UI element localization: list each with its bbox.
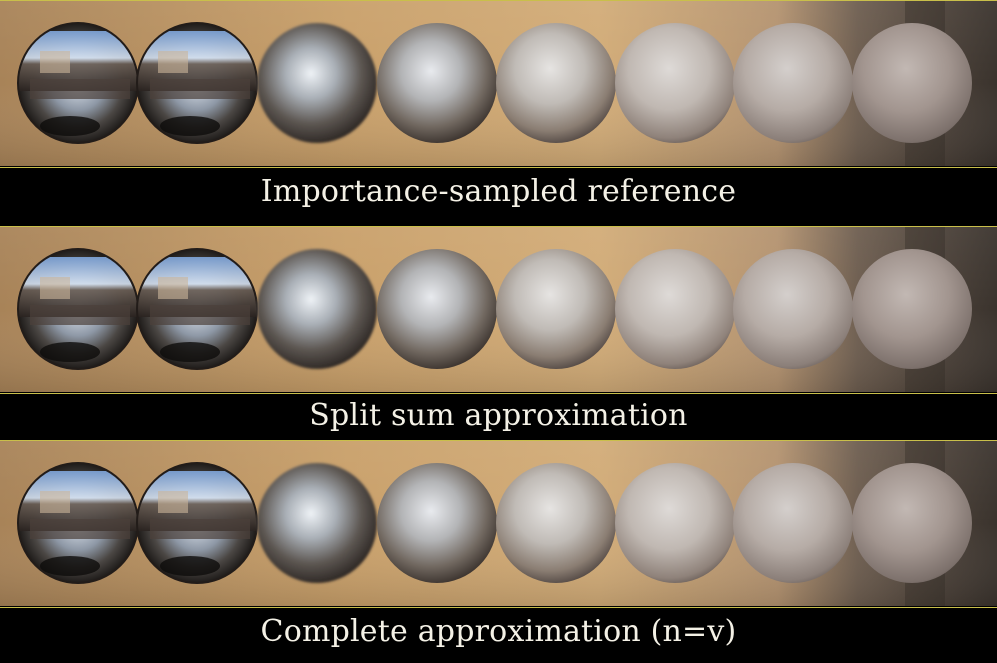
sphere-row-reference xyxy=(0,1,997,167)
sphere-row-split-sum xyxy=(0,227,997,393)
render-strip-reference xyxy=(0,0,997,168)
render-strip-complete xyxy=(0,440,997,608)
caption-reference: Importance-sampled reference xyxy=(260,174,737,209)
sphere-row-complete xyxy=(0,441,997,607)
caption-complete: Complete approximation (n=v) xyxy=(260,614,737,649)
caption-split-sum: Split sum approximation xyxy=(309,398,688,433)
render-strip-split-sum xyxy=(0,226,997,394)
